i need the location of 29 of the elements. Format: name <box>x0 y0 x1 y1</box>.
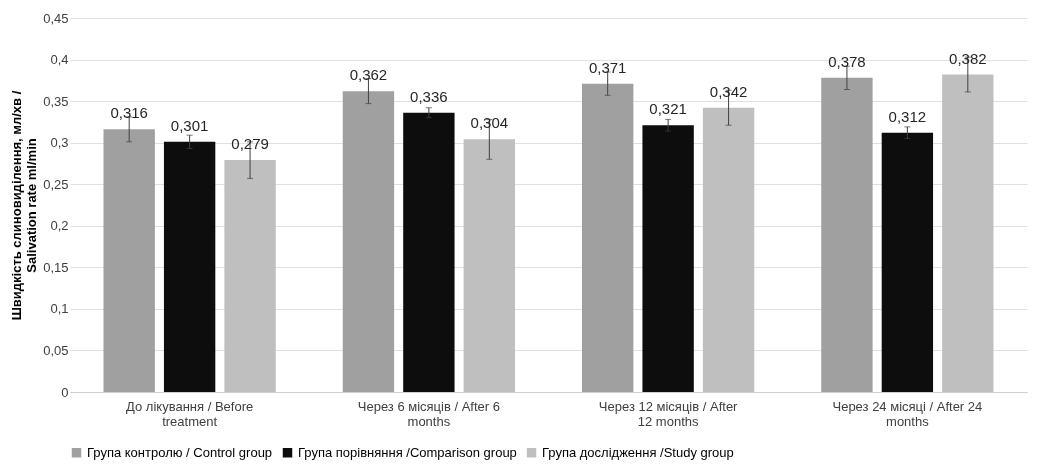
y-axis-title: Швидкість слиновиділення, мл/хв / Salivation rate ml/min <box>9 90 40 321</box>
data-label: 0,316 <box>110 104 148 122</box>
y-tick-label: 0,2 <box>50 218 69 234</box>
y-tick-label: 0,05 <box>43 342 69 358</box>
data-label: 0,371 <box>588 58 627 76</box>
x-tick-label: Через 6 місяців / After 6 months <box>357 398 500 429</box>
y-tick-label: 0,3 <box>50 135 69 151</box>
legend-label: Група порівняння /Comparison group <box>298 444 517 460</box>
y-tick-label: 0,15 <box>43 259 69 275</box>
data-label: 0,336 <box>410 87 448 105</box>
data-label: 0,301 <box>170 116 209 134</box>
y-tick-label: 0,25 <box>43 176 69 192</box>
y-tick-label: 0,35 <box>43 93 69 109</box>
x-tick-label: До лікування / Before treatment <box>126 398 254 429</box>
y-tick-label: 0,4 <box>50 52 69 68</box>
legend-label: Група дослідження /Study group <box>542 444 734 460</box>
data-label: 0,382 <box>949 49 987 67</box>
data-label: 0,378 <box>828 52 866 70</box>
x-tick-label: Через 12 місяців / After 12 months <box>598 398 739 429</box>
data-label: 0,362 <box>349 66 388 84</box>
legend-label: Група контролю / Control group <box>87 444 273 460</box>
y-tick-label: 0,1 <box>50 301 69 317</box>
x-tick-label: Через 24 місяці / After 24 months <box>832 398 983 429</box>
y-tick-label: 0 <box>61 384 69 400</box>
data-label: 0,312 <box>888 107 927 125</box>
data-label: 0,321 <box>649 100 687 118</box>
y-tick-label: 0,45 <box>43 10 69 26</box>
data-label: 0,279 <box>231 135 269 153</box>
data-label: 0,342 <box>709 82 748 100</box>
